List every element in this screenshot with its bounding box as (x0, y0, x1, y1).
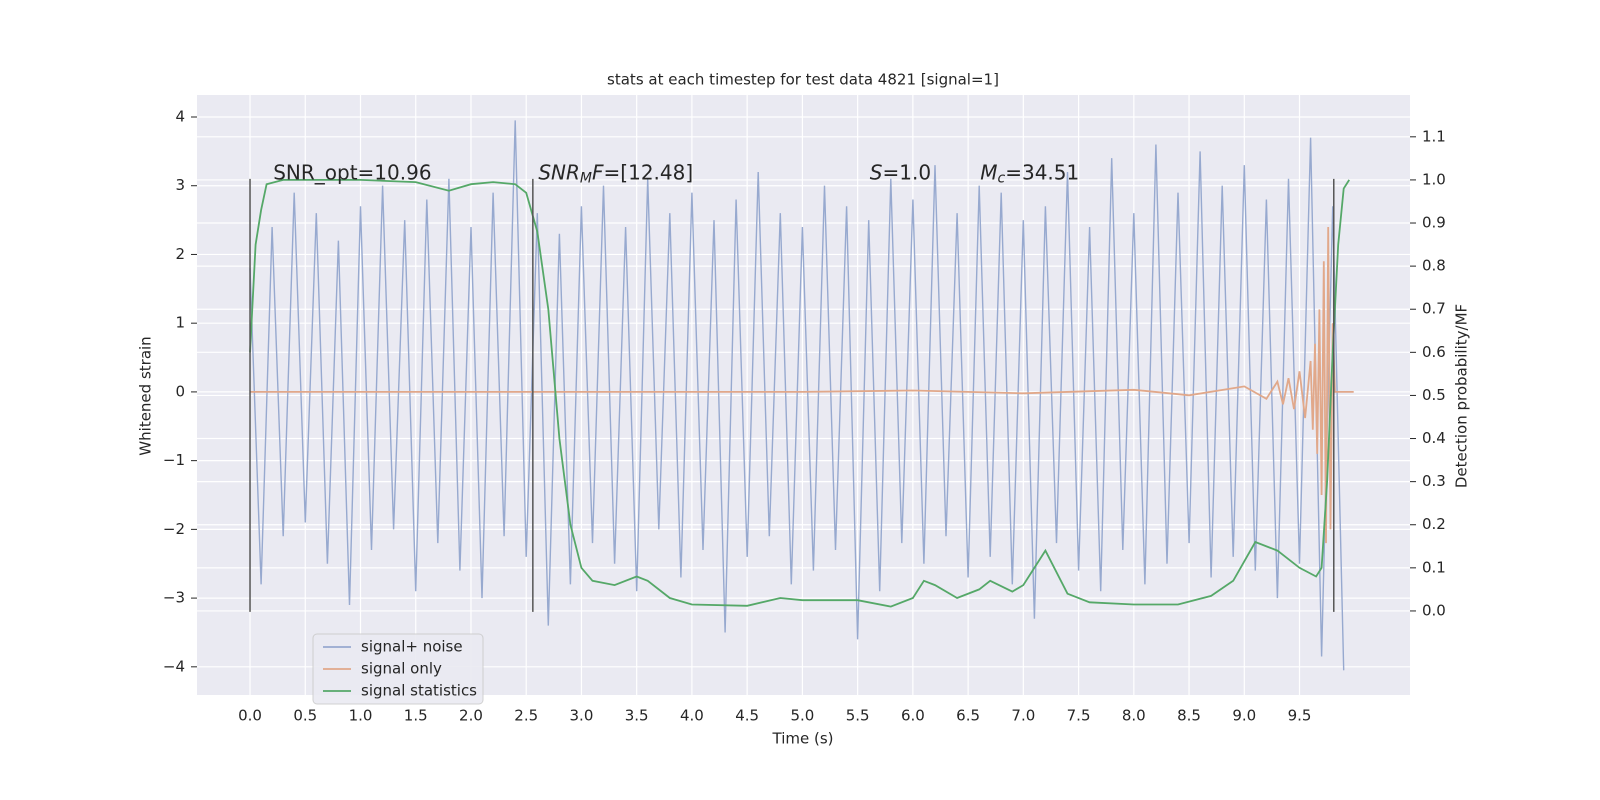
chart-title: stats at each timestep for test data 482… (607, 71, 999, 89)
x-tick-label: 6.0 (901, 707, 925, 725)
x-tick-label: 1.5 (404, 707, 428, 725)
annotation-part: SNR_opt=10.96 (273, 160, 431, 184)
x-tick-label: 3.5 (625, 707, 649, 725)
annotation-part: F (592, 160, 604, 184)
annotation-part: M (980, 160, 997, 184)
series-line (249, 178, 1350, 608)
x-axis-label: Time (s) (772, 730, 834, 748)
y2-tick-label: 1.1 (1422, 127, 1446, 145)
annotation: SNRMF=[12.48] (538, 160, 693, 187)
x-tick-label: 0.5 (293, 707, 317, 725)
x-tick-label: 2.5 (514, 707, 538, 725)
y2-tick-label: 0.6 (1422, 343, 1446, 361)
y2-tick-label: 0.2 (1422, 515, 1446, 533)
y-tick-label: −4 (163, 657, 185, 675)
y2-tick-label: 0.9 (1422, 214, 1446, 232)
x-tick-label: 4.0 (680, 707, 704, 725)
x-tick-label: 0.0 (238, 707, 262, 725)
x-tick-label: 8.0 (1122, 707, 1146, 725)
y-tick-label: −2 (163, 520, 185, 538)
annotation-part: S (870, 160, 883, 184)
x-tick-label: 5.5 (846, 707, 870, 725)
x-tick-label: 3.0 (570, 707, 594, 725)
x-tick-label: 9.5 (1288, 707, 1312, 725)
annotation-part: M (580, 170, 592, 186)
y-tick-label: 1 (175, 314, 185, 332)
y-tick-label: 3 (175, 176, 185, 194)
x-tick-label: 7.0 (1011, 707, 1035, 725)
annotation: Mc=34.51 (980, 160, 1079, 187)
y2-axis-label: Detection probability/MF (1453, 304, 1471, 488)
annotation-part: c (998, 170, 1006, 186)
y-axis-label: Whitened strain (137, 336, 155, 455)
y2-tick-label: 0.1 (1422, 558, 1446, 576)
legend-label: signal statistics (361, 682, 477, 700)
y2-tick-label: 0.4 (1422, 429, 1446, 447)
y-tick-label: −3 (163, 589, 185, 607)
x-tick-label: 2.0 (459, 707, 483, 725)
y-tick-label: 2 (175, 245, 185, 263)
annotation: SNR_opt=10.96 (273, 160, 431, 184)
legend-label: signal only (361, 660, 442, 678)
annotation-part: =1.0 (882, 160, 931, 184)
annotation-part: =[12.48] (604, 160, 694, 184)
x-tick-label: 9.0 (1232, 707, 1256, 725)
y-tick-label: 0 (175, 382, 185, 400)
y2-tick-label: 1.0 (1422, 170, 1446, 188)
x-tick-label: 7.5 (1067, 707, 1091, 725)
y2-tick-label: 0.3 (1422, 472, 1446, 490)
legend-box (312, 633, 484, 705)
y-tick-label: 4 (175, 107, 185, 125)
series-line (250, 226, 1354, 544)
annotation-part: =34.51 (1005, 160, 1079, 184)
x-tick-label: 8.5 (1177, 707, 1201, 725)
y-tick-label: −1 (163, 451, 185, 469)
x-tick-label: 4.5 (735, 707, 759, 725)
annotation-part: SNR (538, 160, 580, 184)
x-tick-label: 6.5 (956, 707, 980, 725)
x-tick-label: 5.0 (790, 707, 814, 725)
y2-tick-label: 0.5 (1422, 386, 1446, 404)
y2-tick-label: 0.8 (1422, 257, 1446, 275)
legend-label: signal+ noise (361, 638, 463, 656)
y2-tick-label: 0.0 (1422, 601, 1446, 619)
annotation: S=1.0 (870, 160, 931, 184)
x-tick-label: 1.0 (349, 707, 373, 725)
series-line (249, 120, 1345, 671)
y2-tick-label: 0.7 (1422, 300, 1446, 318)
